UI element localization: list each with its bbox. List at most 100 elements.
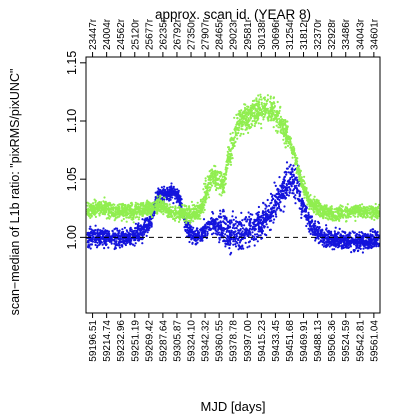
data-point xyxy=(214,227,217,231)
data-point xyxy=(294,197,297,200)
data-point xyxy=(150,225,153,228)
data-point xyxy=(266,117,269,120)
data-point xyxy=(277,190,280,193)
data-point xyxy=(262,118,265,121)
data-point xyxy=(139,213,142,216)
data-point xyxy=(143,231,146,234)
data-point xyxy=(211,218,215,221)
data-point xyxy=(190,200,193,203)
data-point xyxy=(364,233,367,236)
data-point xyxy=(243,224,246,227)
data-point xyxy=(284,191,287,194)
data-point xyxy=(118,244,121,247)
data-point xyxy=(105,217,108,220)
data-point xyxy=(188,240,191,244)
data-point xyxy=(258,222,261,225)
data-point xyxy=(283,179,286,182)
data-point xyxy=(218,236,221,239)
data-point xyxy=(261,229,264,233)
data-point xyxy=(147,229,150,232)
data-point xyxy=(150,223,153,226)
data-point xyxy=(212,176,215,180)
data-point xyxy=(226,224,229,227)
data-point xyxy=(253,236,256,239)
data-point xyxy=(291,178,294,181)
data-point xyxy=(249,219,252,222)
data-point xyxy=(306,203,309,206)
data-point xyxy=(134,201,137,204)
data-point xyxy=(284,140,288,143)
data-point xyxy=(117,242,120,245)
data-point xyxy=(257,205,260,209)
data-point xyxy=(257,227,260,230)
data-point xyxy=(291,170,294,173)
data-point xyxy=(253,227,256,231)
data-point xyxy=(105,207,108,210)
data-point xyxy=(239,245,242,248)
data-point xyxy=(187,212,190,215)
data-point xyxy=(109,238,112,241)
data-point xyxy=(301,201,304,204)
data-point xyxy=(255,104,258,107)
data-point xyxy=(134,208,137,211)
data-point xyxy=(156,211,159,214)
data-point xyxy=(103,247,106,250)
data-point xyxy=(317,237,320,240)
data-point xyxy=(219,212,222,215)
data-point xyxy=(362,239,365,242)
data-point xyxy=(282,186,285,190)
data-point xyxy=(199,198,202,201)
data-point xyxy=(368,205,371,208)
data-point xyxy=(285,187,288,190)
data-point xyxy=(375,239,378,242)
data-point xyxy=(310,221,313,224)
data-point xyxy=(220,231,223,234)
data-point xyxy=(357,233,361,236)
data-point xyxy=(263,102,266,105)
data-point xyxy=(259,95,262,99)
data-point xyxy=(307,211,310,214)
data-point xyxy=(241,128,244,131)
data-point xyxy=(137,239,140,242)
data-point xyxy=(235,220,238,223)
data-point xyxy=(270,219,273,222)
data-point xyxy=(236,120,239,123)
data-point xyxy=(234,130,237,134)
data-point xyxy=(251,231,254,234)
data-point xyxy=(168,186,171,189)
data-point xyxy=(159,203,162,206)
data-point xyxy=(334,244,337,247)
data-point xyxy=(340,210,343,213)
data-point xyxy=(274,195,277,198)
data-point xyxy=(347,214,350,217)
data-point xyxy=(237,244,241,247)
data-point xyxy=(361,203,364,206)
data-point xyxy=(279,105,282,108)
data-point xyxy=(175,216,178,220)
data-point xyxy=(234,216,237,219)
data-point xyxy=(190,234,193,237)
data-point xyxy=(86,204,89,207)
data-point xyxy=(264,207,267,210)
data-point xyxy=(298,172,301,175)
data-point xyxy=(236,137,239,140)
data-point xyxy=(340,205,343,208)
data-point xyxy=(96,244,99,247)
data-point xyxy=(277,205,281,208)
data-point xyxy=(217,231,220,234)
data-point xyxy=(109,207,112,210)
data-point xyxy=(327,207,330,211)
data-point xyxy=(121,228,124,231)
data-point xyxy=(107,246,110,249)
data-point xyxy=(278,117,281,120)
data-point xyxy=(366,233,369,236)
data-point xyxy=(171,206,174,209)
data-point xyxy=(176,216,179,219)
data-point xyxy=(86,201,89,204)
data-point xyxy=(364,239,367,242)
data-point xyxy=(283,175,287,178)
data-point xyxy=(218,193,221,196)
data-point xyxy=(318,241,321,244)
data-point xyxy=(224,240,228,243)
data-point xyxy=(104,241,107,245)
